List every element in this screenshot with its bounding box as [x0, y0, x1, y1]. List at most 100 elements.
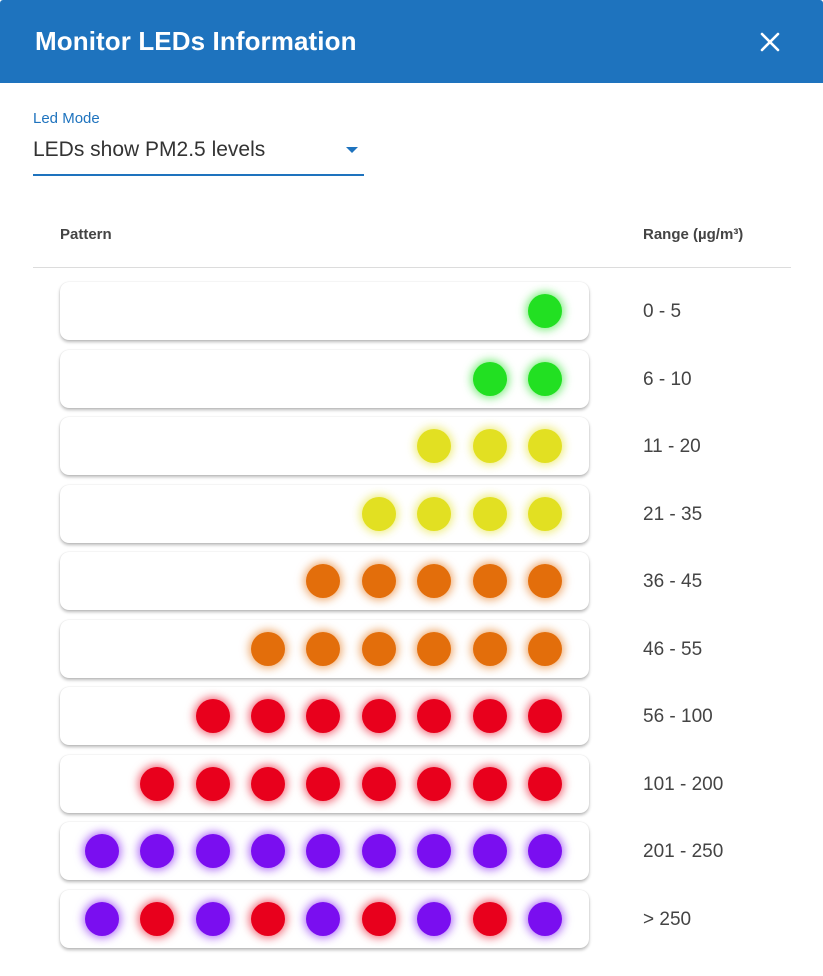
- led-purple: [306, 834, 341, 868]
- led-pattern-card: [60, 417, 589, 475]
- led-pattern-card: [60, 754, 589, 813]
- led-red: [472, 766, 507, 801]
- led-red: [472, 699, 507, 733]
- led-red: [417, 699, 452, 733]
- led-strip: [472, 361, 562, 396]
- led-purple: [417, 901, 452, 936]
- led-purple: [306, 901, 341, 936]
- led-pattern-card: [60, 619, 589, 678]
- led-yellow: [472, 429, 507, 463]
- column-header-range: Range (µg/m³): [643, 226, 744, 243]
- led-yellow: [417, 429, 452, 463]
- led-red: [251, 766, 286, 801]
- led-row: 46 - 55: [0, 619, 823, 688]
- led-red: [251, 901, 286, 936]
- led-orange: [361, 564, 396, 598]
- led-red: [140, 766, 175, 801]
- led-pattern-card: [60, 282, 589, 340]
- column-header-pattern: Pattern: [60, 226, 112, 243]
- led-red: [528, 766, 562, 801]
- led-strip: [84, 834, 562, 868]
- led-row: 101 - 200: [0, 754, 823, 823]
- header-divider: [33, 267, 791, 268]
- led-strip: [306, 564, 562, 598]
- led-orange: [528, 631, 562, 666]
- led-orange: [417, 631, 452, 666]
- led-red: [140, 901, 175, 936]
- led-pattern-card: [60, 349, 589, 408]
- led-mode-select[interactable]: LEDs show PM2.5 levels: [33, 136, 364, 176]
- range-value: 6 - 10: [643, 368, 692, 390]
- led-mode-value: LEDs show PM2.5 levels: [33, 138, 266, 161]
- led-pattern-card: [60, 552, 589, 610]
- led-pattern-card: [60, 484, 589, 543]
- range-value: 11 - 20: [643, 436, 701, 457]
- led-purple: [361, 834, 396, 868]
- led-orange: [306, 564, 341, 598]
- led-purple: [251, 834, 286, 868]
- led-red: [251, 699, 286, 733]
- led-purple: [195, 901, 230, 936]
- range-value: 101 - 200: [643, 773, 724, 795]
- led-row: 36 - 45: [0, 552, 823, 620]
- led-orange: [528, 564, 562, 598]
- led-purple: [140, 834, 175, 868]
- led-purple: [528, 834, 562, 868]
- led-row: > 250: [0, 889, 823, 958]
- led-red: [306, 699, 341, 733]
- led-red: [361, 766, 396, 801]
- led-red: [195, 766, 230, 801]
- led-orange: [417, 564, 452, 598]
- led-strip: [417, 429, 562, 463]
- led-yellow: [528, 429, 562, 463]
- led-mode-label: Led Mode: [33, 110, 100, 127]
- close-button[interactable]: [750, 22, 790, 62]
- range-value: 36 - 45: [643, 571, 703, 592]
- range-value: 0 - 5: [643, 301, 682, 322]
- led-purple: [472, 834, 507, 868]
- led-row: 56 - 100: [0, 687, 823, 755]
- led-row: 0 - 5: [0, 282, 823, 350]
- led-orange: [306, 631, 341, 666]
- led-orange: [251, 631, 286, 666]
- led-orange: [472, 564, 507, 598]
- led-purple: [417, 834, 452, 868]
- led-yellow: [361, 496, 396, 531]
- dialog-title: Monitor LEDs Information: [35, 26, 357, 56]
- led-purple: [84, 834, 119, 868]
- led-red: [472, 901, 507, 936]
- led-strip: [528, 294, 562, 328]
- led-pattern-card: [60, 822, 589, 880]
- led-pattern-list: 0 - 5 6 - 10 11 - 20 21 - 35 36 - 45 46 - 55 5…: [0, 282, 823, 957]
- close-icon: [760, 32, 780, 52]
- range-value: > 250: [643, 908, 692, 930]
- range-value: 46 - 55: [643, 638, 703, 660]
- led-yellow: [417, 496, 452, 531]
- led-strip: [84, 901, 562, 936]
- led-strip: [195, 699, 562, 733]
- led-red: [306, 766, 341, 801]
- led-pattern-card: [60, 687, 589, 745]
- led-purple: [84, 901, 119, 936]
- led-strip: [361, 496, 562, 531]
- led-purple: [528, 901, 562, 936]
- led-orange: [472, 631, 507, 666]
- led-purple: [195, 834, 230, 868]
- led-red: [528, 699, 562, 733]
- led-strip: [251, 631, 562, 666]
- dialog-header: Monitor LEDs Information: [0, 0, 823, 83]
- led-yellow: [528, 496, 562, 531]
- range-value: 56 - 100: [643, 706, 713, 727]
- led-green: [528, 361, 562, 396]
- led-red: [417, 766, 452, 801]
- led-red: [195, 699, 230, 733]
- led-row: 21 - 35: [0, 484, 823, 553]
- caret-down-icon: [346, 147, 358, 153]
- range-value: 21 - 35: [643, 503, 703, 525]
- led-red: [361, 699, 396, 733]
- led-row: 201 - 250: [0, 822, 823, 890]
- range-value: 201 - 250: [643, 841, 724, 862]
- led-strip: [140, 766, 562, 801]
- led-orange: [361, 631, 396, 666]
- led-yellow: [472, 496, 507, 531]
